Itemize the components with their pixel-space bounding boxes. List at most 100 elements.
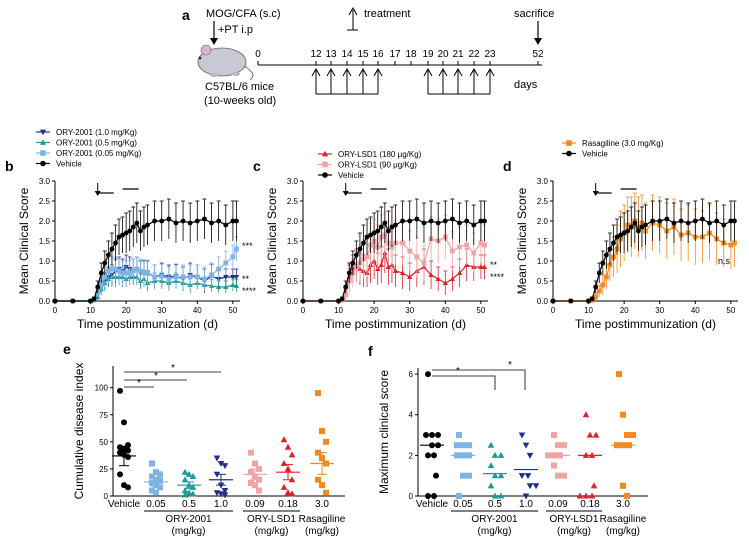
group-0 — [420, 371, 444, 499]
data-point — [113, 266, 118, 272]
data-point — [460, 472, 466, 479]
data-point — [700, 216, 705, 222]
data-point — [145, 269, 150, 275]
y-tick-label: 2.0 — [537, 217, 549, 226]
data-point — [185, 489, 193, 496]
data-point — [603, 274, 609, 280]
y-tick-label: 0.0 — [39, 297, 51, 306]
treatment-arrowhead — [311, 67, 321, 77]
data-point — [319, 482, 325, 489]
group-label: 3.0 — [616, 499, 630, 510]
x-tick-label: 40 — [193, 306, 202, 315]
data-point — [407, 218, 413, 224]
data-point — [134, 266, 140, 272]
mouse-illustration — [197, 44, 254, 81]
y-tick-label: 2.5 — [287, 197, 299, 206]
x-tick-label: 20 — [620, 306, 629, 315]
data-point — [368, 232, 373, 238]
data-point — [223, 274, 229, 280]
chart-d: d 0.0 0.5 1.0 1.5 2.0 2.5 3.0 0 10 20 30 40 50 Time po… — [503, 139, 738, 331]
data-point — [614, 234, 620, 240]
data-point — [123, 270, 129, 276]
data-point — [230, 218, 236, 224]
group-header: Rasagiline — [299, 514, 346, 525]
data-point — [624, 493, 630, 499]
mice-label: C57BL/6 mice — [205, 81, 274, 93]
data-point — [624, 432, 630, 439]
group-header-unit: (mg/kg) — [606, 526, 640, 537]
treatment-arrowhead — [438, 67, 448, 77]
timeline-tick-label: 21 — [452, 49, 464, 60]
y-tick-label: 1.5 — [39, 237, 51, 246]
data-point — [522, 493, 530, 500]
data-point — [180, 274, 186, 280]
data-point — [385, 264, 392, 270]
data-point — [223, 284, 229, 290]
data-point — [400, 240, 406, 246]
data-point — [728, 218, 734, 224]
data-point — [221, 488, 229, 495]
data-point — [482, 218, 487, 224]
group-3 — [209, 455, 233, 499]
data-point — [181, 491, 189, 498]
group-header-unit: (mg/kg) — [305, 526, 339, 537]
data-point — [442, 280, 448, 286]
timeline-tick-label: 13 — [325, 49, 337, 60]
data-point — [414, 216, 420, 222]
data-point — [343, 284, 349, 290]
data-point — [732, 240, 737, 246]
data-point — [145, 222, 150, 228]
data-point — [52, 298, 58, 304]
y-tick-label: 1.5 — [287, 237, 299, 246]
y-tick-label: 1.0 — [287, 257, 299, 266]
data-point — [223, 260, 229, 266]
legend-label: ORY-2001 (0.05 mg/Kg) — [56, 149, 142, 158]
data-point — [221, 463, 229, 470]
y-tick-label: 1.0 — [537, 257, 549, 266]
y-tick-label: 75 — [99, 411, 108, 420]
data-point — [187, 220, 193, 226]
data-point — [357, 246, 363, 252]
legend-label: Vehicle — [582, 150, 608, 159]
data-point — [399, 270, 406, 276]
significance-star: * — [137, 378, 141, 389]
data-point — [524, 473, 532, 480]
data-point — [109, 246, 115, 252]
timeline-tick-label: 14 — [341, 49, 353, 60]
data-point — [596, 270, 602, 276]
data-point — [393, 222, 398, 228]
data-point — [491, 492, 499, 499]
chart-b: b 0.0 0.5 1.0 1.5 2.0 2.5 3.0 0 10 20 30 40 50 Time po… — [5, 128, 257, 331]
group-label: 0.18 — [580, 499, 600, 510]
series-1 — [550, 198, 737, 304]
group-label: 1.0 — [214, 499, 228, 510]
group-6 — [611, 371, 636, 499]
data-point — [152, 218, 158, 224]
data-point — [159, 218, 165, 224]
group-header: ORY-LSD1 — [550, 514, 599, 525]
data-point — [425, 452, 431, 459]
timeline-ticks: 0 12 13 14 15 16 17 18 19 20 21 22 23 52 — [255, 49, 544, 65]
data-point — [550, 298, 556, 304]
data-point — [209, 220, 214, 226]
timeline-tick-label: 0 — [255, 49, 261, 60]
days-label: days — [514, 79, 538, 91]
data-point — [125, 454, 131, 460]
data-point — [288, 451, 296, 458]
data-point — [678, 218, 684, 224]
treatment-marker-head — [342, 191, 349, 196]
data-point — [217, 460, 225, 467]
data-point — [181, 468, 189, 475]
induction-label: MOG/CFA (s.c) — [206, 8, 281, 20]
group-label: 0.5 — [182, 499, 196, 510]
data-point — [466, 472, 472, 479]
group-label: 3.0 — [315, 499, 329, 510]
data-point — [497, 492, 505, 499]
data-point — [491, 472, 499, 479]
data-point — [280, 460, 288, 467]
data-point — [123, 230, 129, 236]
data-point — [319, 428, 325, 434]
data-point — [95, 284, 101, 290]
data-point — [141, 224, 147, 230]
